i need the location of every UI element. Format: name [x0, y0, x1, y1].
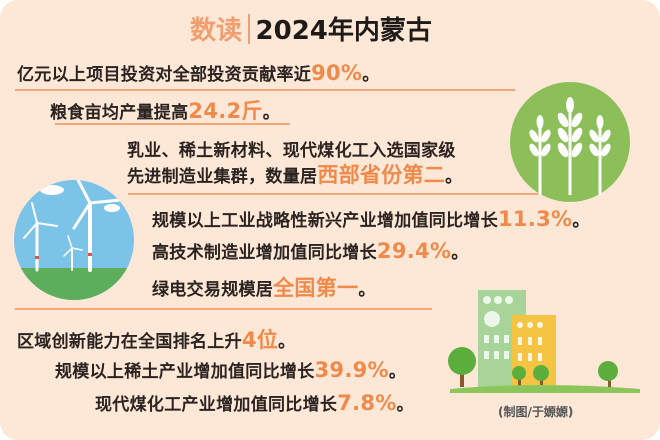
stat-line: 绿电交易规模居全国第一。: [152, 276, 376, 300]
stat-line: 区域创新能力在全国排名上升4位。: [17, 328, 296, 352]
stat-line: 乳业、稀土新材料、现代煤化工入选国家级: [127, 141, 456, 161]
divider: [15, 89, 515, 91]
stat-line: 粮食亩均产量提高24.2斤。: [50, 99, 281, 123]
stat-line: 规模以上工业战略性新兴产业增加值同比增长11.3%。: [152, 207, 590, 231]
title-main: 2024年内蒙古: [255, 16, 432, 46]
stat-line: 现代煤化工产业增加值同比增长7.8%。: [95, 391, 414, 415]
wheat-icon: [510, 82, 630, 202]
divider: [128, 193, 570, 195]
divider: [55, 123, 290, 125]
divider: [15, 308, 432, 310]
stat-line: 亿元以上项目投资对全部投资贡献率近90%。: [17, 61, 380, 85]
page-title: 数读 2024年内蒙古: [190, 10, 432, 47]
credit: (制图/于嫄嫄): [498, 405, 574, 419]
title-separator: [248, 14, 250, 44]
buildings-trees-icon: [448, 290, 640, 393]
stat-line: 高技术制造业增加值同比增长29.4%。: [152, 239, 469, 263]
stat-line: 先进制造业集群，数量居西部省份第二。: [127, 163, 463, 187]
wind-turbine-icon: [14, 180, 134, 300]
stat-line: 规模以上稀土产业增加值同比增长39.9%。: [55, 358, 407, 382]
title-prefix: 数读: [190, 16, 243, 46]
